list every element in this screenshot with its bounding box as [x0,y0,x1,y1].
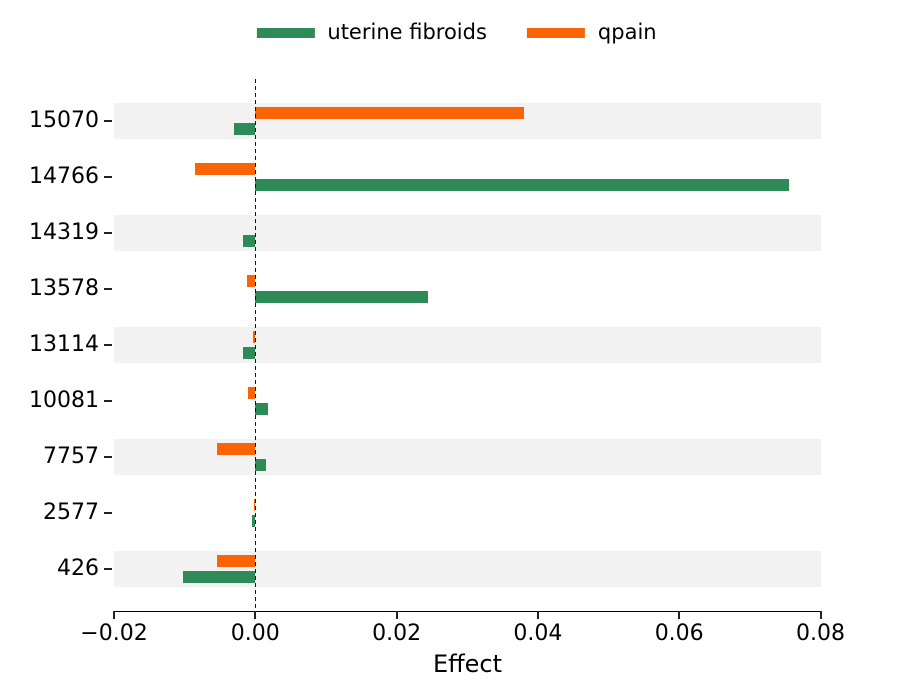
y-tick-label: 2577 [43,500,99,525]
y-tick-mark [104,232,112,234]
bar-uterine-fibroids-2577 [252,515,256,527]
bar-uterine-fibroids-15070 [234,123,256,135]
legend-swatch-icon [526,27,585,38]
x-tick-label: 0.00 [230,621,280,646]
y-tick-label: 14766 [29,164,99,189]
y-tick-label: 426 [57,556,99,581]
x-tick-label: 0.08 [796,621,845,646]
bar-qpain-13578 [246,275,256,287]
legend-label: qpain [597,20,657,44]
x-tick-label: −0.02 [80,621,148,646]
legend-item-qpain: qpain [526,20,657,44]
x-tick-label: 0.02 [372,621,422,646]
y-tick-label: 7757 [43,444,99,469]
row-stripe [114,215,821,251]
row-stripe [114,327,821,363]
y-tick-mark [104,176,112,178]
bar-uterine-fibroids-14766 [255,179,789,191]
bar-uterine-fibroids-7757 [255,459,266,471]
y-tick-label: 13578 [29,276,99,301]
legend-label: uterine fibroids [327,20,487,44]
bar-uterine-fibroids-10081 [255,403,268,415]
bar-qpain-2577 [253,499,256,511]
zero-reference-line [254,79,256,611]
bar-uterine-fibroids-13114 [243,347,256,359]
y-tick-mark [104,456,112,458]
legend-swatch-icon [256,27,315,38]
plot-area [114,79,821,612]
legend-item-uterine-fibroids: uterine fibroids [256,22,487,43]
x-tick-mark [678,611,681,619]
bar-uterine-fibroids-14319 [243,235,256,247]
bar-qpain-13114 [253,331,256,343]
y-tick-label: 13114 [29,332,99,357]
y-tick-mark [104,400,112,402]
bar-qpain-7757 [217,443,256,455]
y-tick-label: 15070 [29,108,99,133]
x-tick-mark [113,611,115,619]
x-tick-label: 0.06 [654,621,704,646]
bar-uterine-fibroids-13578 [255,291,429,303]
y-tick-mark [104,120,112,122]
x-tick-mark [536,611,539,619]
bar-qpain-10081 [247,387,256,399]
y-tick-mark [104,288,112,290]
bar-qpain-426 [217,555,256,567]
y-tick-mark [104,512,112,514]
bar-qpain-14766 [194,163,256,175]
y-tick-label: 14319 [29,220,99,245]
legend: uterine fibroids qpain [256,20,657,44]
y-tick-label: 10081 [29,388,99,413]
x-tick-label: 0.04 [513,621,563,646]
x-tick-mark [395,611,398,619]
x-axis-title: Effect [432,650,503,678]
x-tick-mark [819,611,822,619]
x-tick-mark [254,611,257,619]
y-tick-mark [104,344,112,346]
y-tick-mark [104,568,112,570]
bar-uterine-fibroids-426 [183,571,256,583]
bar-qpain-15070 [255,107,524,119]
